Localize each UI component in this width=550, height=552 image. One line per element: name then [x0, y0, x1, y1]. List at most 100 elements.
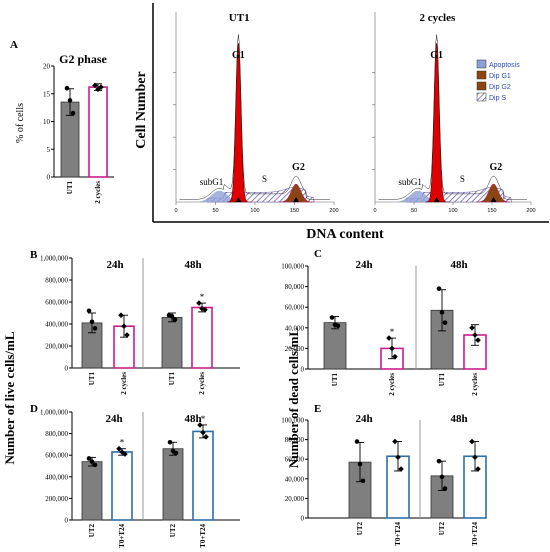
data-point — [360, 478, 366, 484]
y-tick-label: 20,000 — [285, 345, 305, 353]
data-point — [469, 325, 475, 331]
g2-peak — [476, 183, 510, 203]
category-label: T0+T24 — [394, 522, 402, 546]
bar — [111, 451, 133, 521]
y-tick-label: 100,000 — [281, 263, 304, 271]
group-label: 48h — [450, 259, 467, 271]
bar — [81, 461, 103, 521]
data-point — [329, 315, 335, 320]
data-point — [86, 308, 92, 314]
category-label: UT1 — [66, 181, 74, 195]
data-point — [92, 462, 98, 468]
g1-peak — [425, 43, 450, 203]
data-point — [118, 312, 124, 318]
s-label: S — [262, 174, 267, 184]
peak-marker — [235, 197, 242, 202]
y-tick-label: 20 — [43, 63, 51, 71]
flow-x-tick-label: 0 — [174, 208, 177, 214]
panel-b-ylabel: Number of live cells/mL — [2, 331, 17, 464]
data-point — [89, 319, 95, 325]
flow-x-tick-label: 150 — [290, 208, 299, 214]
category-label: 2 cycles — [388, 373, 396, 396]
group-label: 24h — [355, 413, 372, 425]
flow-x-tick-label: 150 — [487, 208, 496, 214]
y-tick-label: 200,000 — [45, 343, 68, 351]
g1-peak — [227, 43, 252, 203]
data-point — [357, 461, 363, 467]
flow-x-tick-label: 100 — [250, 208, 259, 214]
bar — [192, 430, 214, 521]
flow-x-tick-label: 50 — [411, 208, 417, 214]
y-tick-label: 600,000 — [45, 452, 68, 460]
panel-a-ylabel: % of cells — [15, 103, 26, 143]
g1-label: G1 — [430, 50, 443, 61]
y-tick-label: 1,000,000 — [40, 255, 69, 263]
bar — [191, 306, 213, 369]
data-point — [472, 454, 478, 461]
data-point — [92, 82, 98, 89]
panel-c-ylabel: Number of dead cells/mL — [286, 328, 301, 469]
y-tick-label: 200,000 — [45, 495, 68, 503]
flow-ylabel: Cell Number — [134, 71, 149, 148]
data-point — [67, 98, 73, 103]
group-label: 24h — [355, 259, 372, 271]
significance-mark: * — [200, 292, 205, 302]
flow-plot-title: UT1 — [229, 12, 250, 24]
data-point — [167, 439, 173, 445]
g1-label: G1 — [232, 50, 245, 61]
data-point — [70, 110, 76, 116]
data-point — [199, 305, 205, 312]
group-label: 48h — [450, 413, 467, 425]
panel-e-letter: E — [314, 403, 321, 415]
bar — [161, 316, 183, 369]
histogram-outline — [378, 34, 528, 200]
y-tick-label: 5 — [47, 146, 51, 154]
category-label: 2 cycles — [94, 181, 102, 204]
y-tick-label: 80,000 — [285, 436, 305, 444]
bar — [88, 86, 108, 178]
data-point — [121, 323, 127, 329]
category-label: UT2 — [356, 522, 364, 536]
category-label: UT1 — [438, 373, 446, 387]
legend-dip-g2: Dip G2 — [489, 84, 511, 91]
y-tick-label: 80,000 — [285, 283, 305, 291]
subg1-label: subG1 — [200, 177, 224, 187]
flow-x-tick-label: 0 — [373, 208, 376, 214]
y-tick-label: 60,000 — [285, 456, 305, 464]
category-label: 2 cycles — [471, 373, 479, 396]
data-point — [89, 459, 95, 464]
data-point — [200, 429, 206, 436]
data-point — [442, 486, 448, 491]
legend-dip-g1: Dip G1 — [489, 73, 511, 80]
bar-chart-e: 0 20,000 40,000 60,000 80,000 100,000 24h 48h UT… — [281, 413, 487, 546]
peak-marker — [293, 197, 300, 202]
group-label: 24h — [106, 259, 123, 271]
data-point — [436, 286, 442, 291]
category-label: T0+T24 — [471, 522, 479, 546]
g2-peak — [278, 183, 313, 203]
data-point — [86, 456, 92, 461]
flow-legend: Apoptosis Dip G1 Dip G2 Dip S — [476, 59, 520, 102]
y-tick-label: 60,000 — [285, 304, 305, 312]
data-point — [116, 445, 122, 452]
data-point — [169, 314, 175, 319]
apoptosis-area — [390, 190, 430, 202]
bar — [323, 322, 347, 370]
data-point — [196, 300, 202, 306]
category-label: UT2 — [438, 522, 446, 536]
y-tick-label: 0 — [301, 515, 305, 523]
group-label: 24h — [105, 413, 122, 425]
flow-plot-title: 2 cycles — [420, 12, 456, 24]
data-point — [332, 322, 338, 328]
y-tick-label: 40,000 — [285, 324, 305, 332]
data-point — [119, 449, 125, 455]
data-point — [469, 438, 475, 445]
data-point — [92, 326, 98, 331]
data-point — [95, 86, 101, 93]
g2-label: G2 — [292, 162, 305, 173]
s-label: S — [460, 174, 465, 184]
data-point — [436, 458, 442, 464]
peak-marker — [490, 197, 497, 202]
